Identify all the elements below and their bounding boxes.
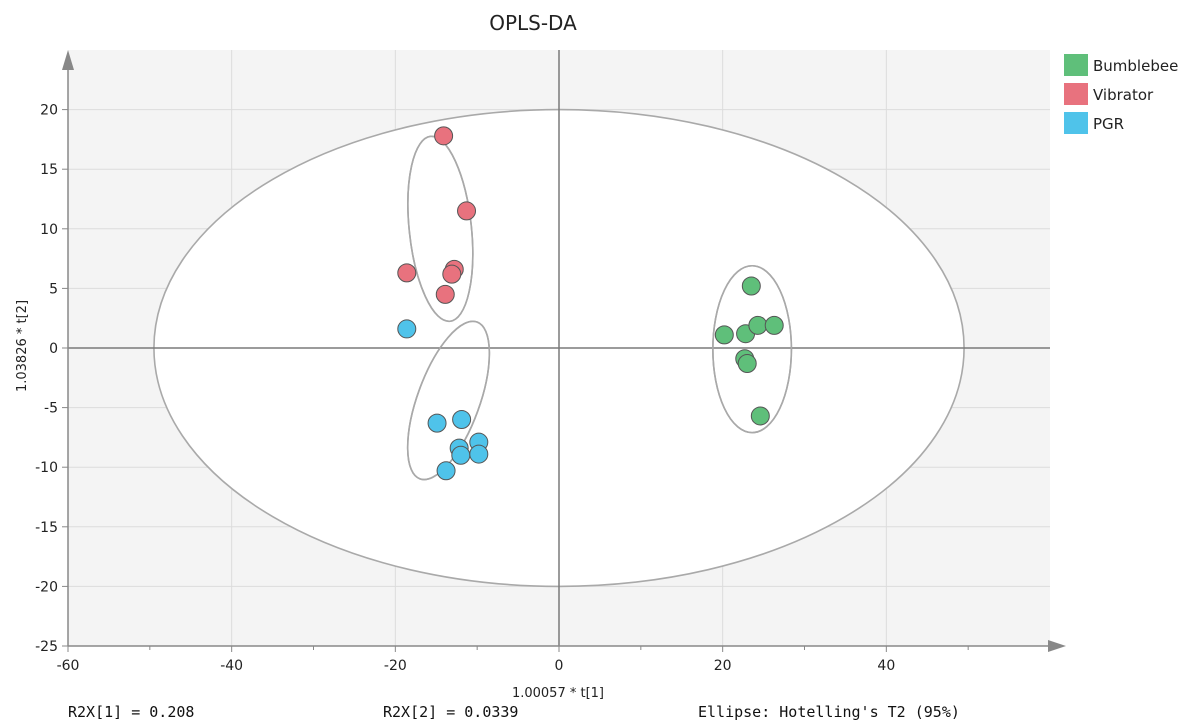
point-vibrator: [434, 126, 454, 146]
x-tick-label: 40: [877, 658, 895, 674]
point-pgr: [469, 444, 489, 464]
zero-lines: [68, 50, 1050, 646]
point-bumblebee: [714, 325, 734, 345]
footer-r2x2: R2X[2] = 0.0339: [383, 703, 518, 721]
legend: Bumblebee Vibrator PGR: [1064, 54, 1178, 134]
y-tick-label: 5: [49, 281, 58, 297]
y-tick-label: -20: [35, 579, 58, 595]
y-tick-label: 10: [40, 222, 58, 238]
legend-swatch-pgr: [1064, 112, 1088, 134]
point-vibrator: [442, 264, 462, 284]
y-tick-label: -10: [35, 460, 58, 476]
x-tick-label: 0: [555, 658, 564, 674]
point-pgr: [451, 445, 471, 465]
point-pgr: [427, 413, 447, 433]
legend-label-vibrator: Vibrator: [1093, 86, 1154, 104]
x-tick-label: -60: [57, 658, 80, 674]
ellipse-outline-vibrator-cluster: [407, 135, 474, 323]
chart-title: OPLS-DA: [489, 11, 577, 35]
point-bumblebee: [750, 406, 770, 426]
legend-swatch-bumblebee: [1064, 54, 1088, 76]
x-axis-label: 1.00057 * t[1]: [512, 686, 604, 701]
x-tick-label: -20: [384, 658, 407, 674]
ellipse-outline-pgr-cluster: [406, 320, 491, 481]
footer-r2x1: R2X[1] = 0.208: [68, 703, 194, 721]
point-pgr: [397, 319, 417, 339]
y-tick-label: 20: [40, 103, 58, 119]
y-tick-label: -5: [44, 401, 58, 417]
data-points: [397, 126, 784, 481]
y-axis-label: 1.03826 * t[2]: [15, 300, 30, 392]
y-tick-label: 0: [49, 341, 58, 357]
point-bumblebee: [737, 353, 757, 373]
point-vibrator: [435, 284, 455, 304]
y-tick-label: -25: [35, 639, 58, 655]
ticks: -60 -40 -20 0 20 40 -25 -20 -15 -10 -5 0 5 10 15 20: [35, 103, 969, 674]
x-tick-label: 20: [714, 658, 732, 674]
legend-label-pgr: PGR: [1093, 115, 1124, 133]
point-vibrator: [397, 263, 417, 283]
legend-label-bumblebee: Bumblebee: [1093, 57, 1178, 75]
point-vibrator: [457, 201, 477, 221]
point-pgr: [452, 410, 472, 430]
y-tick-label: 15: [40, 162, 58, 178]
point-bumblebee: [764, 315, 784, 335]
point-bumblebee: [741, 276, 761, 296]
x-tick-label: -40: [220, 658, 243, 674]
footer-ellipse-note: Ellipse: Hotelling's T2 (95%): [698, 703, 960, 721]
y-tick-label: -15: [35, 520, 58, 536]
point-pgr: [436, 461, 456, 481]
legend-swatch-vibrator: [1064, 83, 1088, 105]
ellipse-outline-bumblebee-cluster: [712, 264, 793, 434]
point-bumblebee: [748, 315, 768, 335]
x-axis-arrow: [1048, 640, 1066, 652]
y-axis-arrow: [62, 50, 74, 70]
